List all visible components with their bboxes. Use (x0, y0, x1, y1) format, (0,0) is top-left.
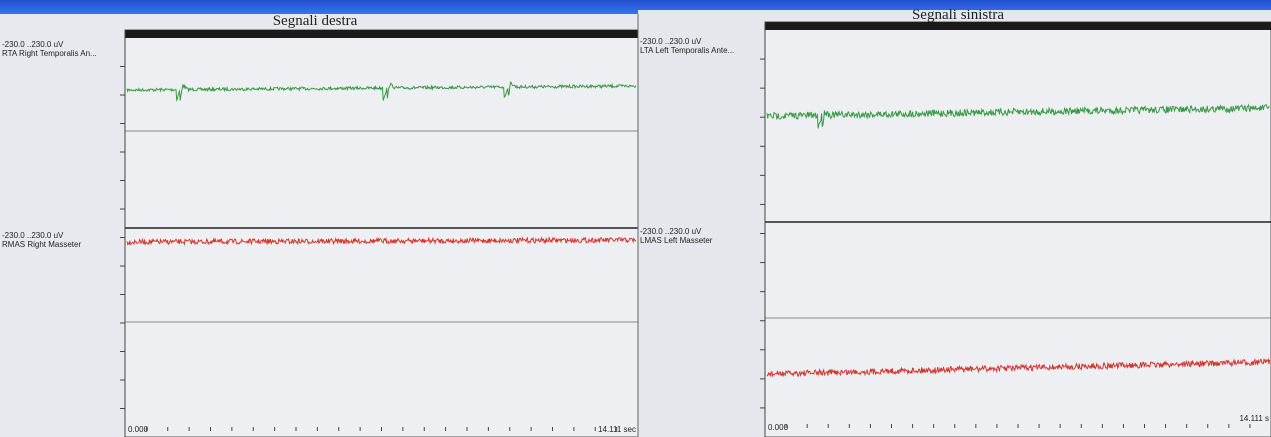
channel-range: -230.0 ..230.0 uV (640, 37, 702, 46)
channel-name: RTA Right Temporalis An... (2, 49, 97, 58)
page: {"panels": [ {"title": "Segnali destra",… (0, 0, 1271, 437)
left-plot (125, 30, 638, 437)
channel-range: -230.0 ..230.0 uV (2, 40, 64, 49)
channel-name: LMAS Left Masseter (640, 236, 713, 245)
panel-title: Segnali sinistra (912, 7, 1004, 23)
time-start: 0.000 (768, 423, 789, 432)
right-plot-header (765, 22, 1271, 30)
emg-screen: Segnali destra -230.0 ..230.0 uV RTA Rig… (0, 0, 1271, 437)
time-end: 14.111 s (1239, 414, 1269, 423)
left-plot-header (125, 30, 638, 38)
time-start: 0.000 (128, 425, 149, 434)
channel-name: RMAS Right Masseter (2, 240, 81, 249)
channel-range: -230.0 ..230.0 uV (640, 227, 702, 236)
channel-name: LTA Left Temporalis Ante... (640, 46, 734, 55)
panel-title: Segnali destra (273, 13, 358, 29)
channel-range: -230.0 ..230.0 uV (2, 231, 64, 240)
